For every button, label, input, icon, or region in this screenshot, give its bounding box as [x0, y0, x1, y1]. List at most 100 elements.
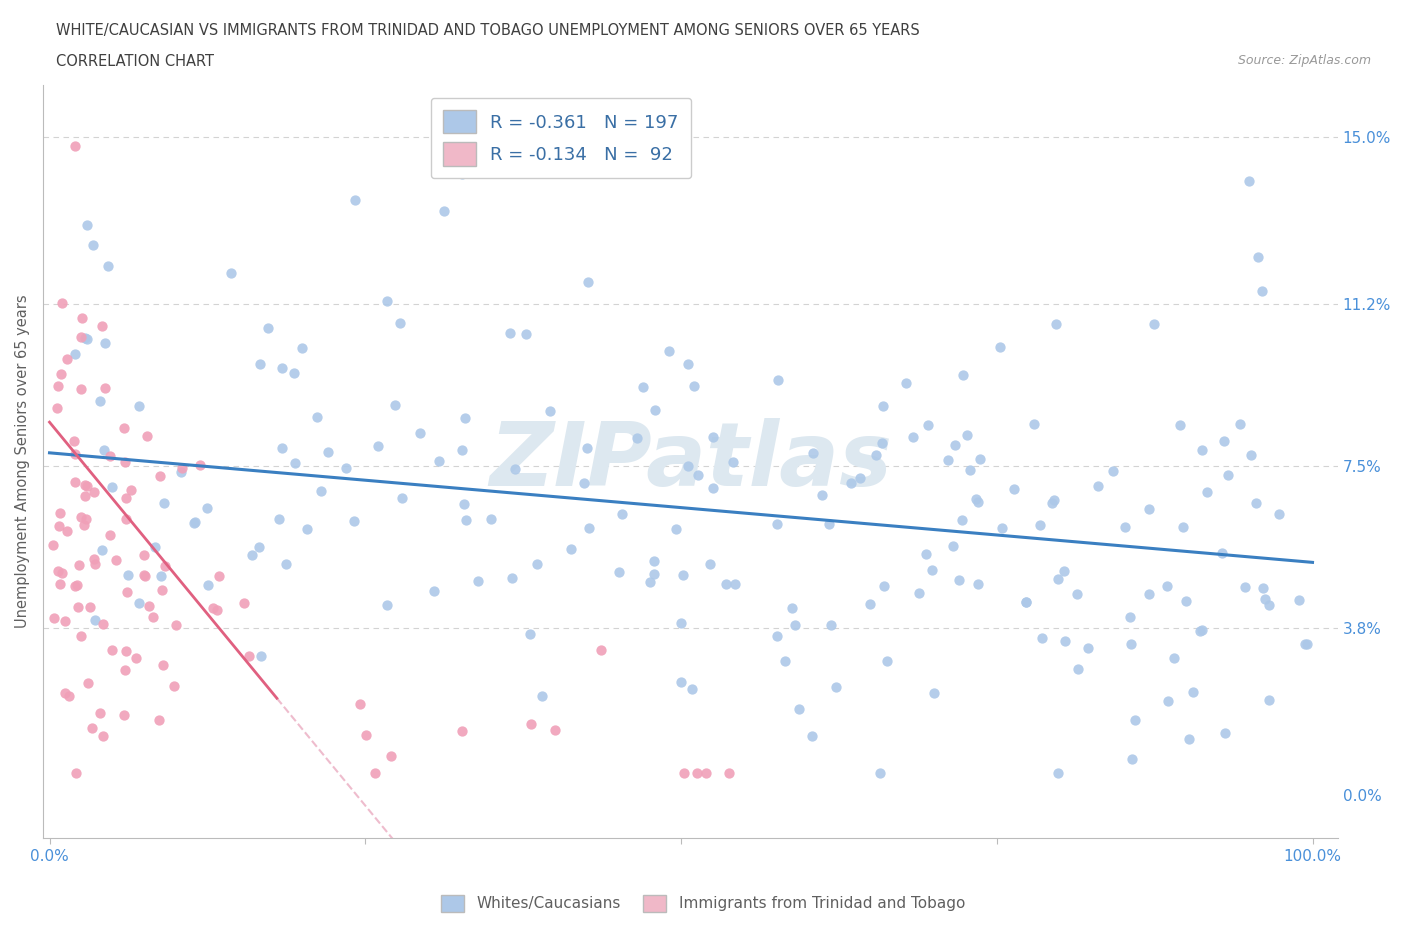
Point	[100, 527, 122, 542]
Point	[134, 568, 156, 583]
Point	[672, 765, 695, 780]
Point	[1066, 662, 1088, 677]
Point	[46, 379, 69, 393]
Point	[908, 585, 931, 600]
Point	[685, 765, 707, 780]
Point	[115, 644, 138, 658]
Point	[112, 420, 135, 435]
Point	[1102, 463, 1125, 478]
Point	[936, 453, 959, 468]
Point	[453, 497, 475, 512]
Point	[702, 430, 724, 445]
Point	[825, 680, 848, 695]
Point	[714, 577, 737, 591]
Point	[94, 335, 117, 350]
Point	[46, 401, 69, 416]
Point	[658, 344, 681, 359]
Point	[724, 577, 747, 591]
Point	[578, 520, 600, 535]
Point	[364, 765, 387, 780]
Point	[83, 485, 105, 499]
Legend: R = -0.361   N = 197, R = -0.134   N =  92: R = -0.361 N = 197, R = -0.134 N = 92	[430, 98, 692, 179]
Point	[165, 618, 187, 632]
Point	[538, 404, 561, 418]
Point	[128, 596, 150, 611]
Point	[519, 627, 541, 642]
Point	[188, 458, 211, 472]
Point	[1054, 633, 1077, 648]
Point	[1253, 591, 1275, 606]
Point	[316, 445, 339, 459]
Point	[101, 643, 124, 658]
Point	[75, 512, 97, 526]
Point	[873, 578, 896, 593]
Point	[197, 578, 219, 592]
Point	[271, 361, 294, 376]
Point	[1247, 250, 1270, 265]
Point	[384, 398, 406, 413]
Point	[811, 488, 834, 503]
Point	[1066, 587, 1088, 602]
Point	[1168, 418, 1191, 432]
Point	[115, 491, 138, 506]
Point	[950, 512, 973, 527]
Point	[633, 379, 655, 394]
Point	[70, 381, 93, 396]
Point	[766, 517, 789, 532]
Point	[1002, 482, 1025, 497]
Point	[89, 706, 111, 721]
Point	[1191, 623, 1213, 638]
Point	[75, 488, 97, 503]
Point	[780, 601, 803, 616]
Point	[170, 460, 193, 475]
Point	[1294, 636, 1316, 651]
Point	[820, 618, 842, 632]
Point	[117, 568, 139, 583]
Point	[676, 357, 699, 372]
Point	[917, 418, 939, 432]
Point	[526, 556, 548, 571]
Point	[73, 517, 96, 532]
Point	[249, 357, 271, 372]
Point	[380, 749, 402, 764]
Point	[82, 237, 104, 252]
Point	[142, 610, 165, 625]
Point	[1157, 694, 1180, 709]
Point	[787, 702, 810, 717]
Point	[702, 481, 724, 496]
Point	[66, 578, 89, 592]
Point	[89, 394, 111, 409]
Point	[1119, 609, 1142, 624]
Point	[335, 460, 357, 475]
Point	[921, 563, 943, 578]
Point	[1197, 485, 1219, 499]
Point	[544, 723, 567, 737]
Point	[943, 437, 966, 452]
Point	[859, 596, 882, 611]
Point	[773, 654, 796, 669]
Point	[479, 512, 502, 526]
Point	[83, 551, 105, 566]
Point	[128, 399, 150, 414]
Point	[135, 429, 157, 444]
Point	[65, 474, 87, 489]
Point	[238, 648, 260, 663]
Text: Source: ZipAtlas.com: Source: ZipAtlas.com	[1237, 54, 1371, 67]
Point	[1163, 651, 1185, 666]
Point	[343, 513, 366, 528]
Point	[149, 569, 172, 584]
Point	[152, 658, 174, 672]
Point	[1233, 579, 1256, 594]
Point	[82, 721, 104, 736]
Point	[62, 433, 84, 448]
Point	[1156, 579, 1178, 594]
Point	[1212, 433, 1234, 448]
Point	[1143, 317, 1166, 332]
Point	[669, 616, 692, 631]
Point	[643, 566, 665, 581]
Point	[956, 428, 979, 443]
Point	[115, 512, 138, 526]
Point	[1171, 519, 1194, 534]
Point	[51, 565, 73, 580]
Point	[1046, 571, 1069, 586]
